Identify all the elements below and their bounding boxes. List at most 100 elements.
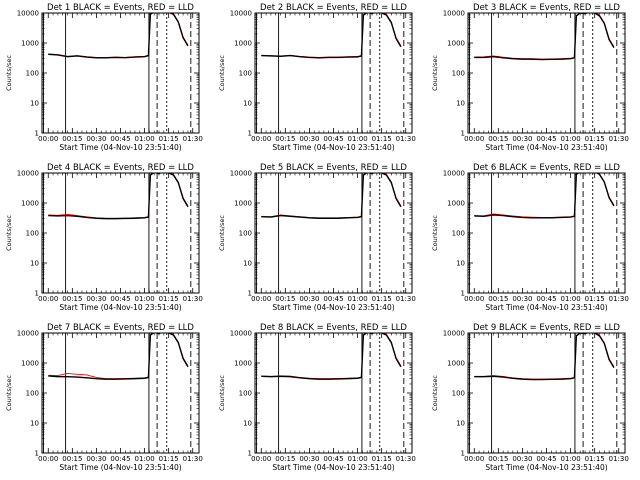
x-tick-label: 01:30 [396, 295, 416, 303]
x-tick-label: 01:00 [347, 455, 367, 463]
y-axis-label: Counts/sec [5, 55, 13, 91]
x-tick-label: 00:30 [299, 135, 319, 143]
x-tick-label: 00:30 [512, 455, 532, 463]
x-tick-label: 00:30 [86, 455, 106, 463]
x-tick-label: 01:15 [159, 455, 179, 463]
y-tick-label: 1000 [234, 360, 252, 368]
panel-title: Det 8 BLACK = Events, RED = LLD [260, 323, 407, 333]
x-tick-label: 01:15 [585, 455, 605, 463]
plot-area [42, 13, 192, 133]
x-tick-label: 01:00 [134, 135, 154, 143]
plot-frame [467, 172, 626, 294]
plot-frame [41, 332, 200, 454]
detector-panel-6: Det 6 BLACK = Events, RED = LLD Counts/se… [431, 163, 629, 312]
plot-area [255, 173, 405, 293]
x-tick-label: 01:15 [585, 135, 605, 143]
x-tick-label: 00:15 [62, 295, 82, 303]
x-tick-label: 00:45 [323, 455, 343, 463]
plot-frame [254, 332, 413, 454]
plot-area [468, 173, 618, 293]
events-series-line [261, 173, 402, 219]
x-tick-label: 01:30 [396, 135, 416, 143]
plot-area [468, 13, 618, 133]
y-tick-label: 10000 [230, 10, 252, 18]
x-tick-label: 00:30 [512, 295, 532, 303]
x-tick-label: 00:15 [62, 455, 82, 463]
x-axis-label: Start Time (04-Nov-10 23:51:40) [272, 463, 394, 472]
y-tick-label: 1000 [234, 40, 252, 48]
x-tick-label: 00:15 [275, 135, 295, 143]
x-tick-label: 00:15 [488, 295, 508, 303]
y-axis-label: Counts/sec [5, 215, 13, 251]
x-tick-label: 00:30 [299, 295, 319, 303]
x-tick-label: 01:30 [183, 455, 203, 463]
panel-title: Det 2 BLACK = Events, RED = LLD [260, 3, 407, 13]
x-tick-label: 00:15 [488, 455, 508, 463]
detector-panel-2: Det 2 BLACK = Events, RED = LLD Counts/se… [218, 3, 416, 152]
x-tick-label: 00:15 [275, 455, 295, 463]
y-tick-label: 100 [239, 390, 252, 398]
y-tick-label: 1 [248, 290, 252, 298]
x-tick-label: 00:00 [464, 455, 484, 463]
x-tick-label: 01:00 [560, 455, 580, 463]
y-tick-label: 1 [461, 130, 465, 138]
y-tick-label: 1000 [21, 200, 39, 208]
plot-frame [41, 12, 200, 134]
x-axis-label: Start Time (04-Nov-10 23:51:40) [272, 143, 394, 152]
x-tick-label: 01:00 [134, 455, 154, 463]
x-tick-label: 00:00 [38, 295, 58, 303]
x-tick-label: 01:30 [609, 455, 629, 463]
x-tick-label: 00:30 [86, 135, 106, 143]
y-tick-label: 10 [243, 420, 252, 428]
panel-title: Det 6 BLACK = Events, RED = LLD [473, 163, 620, 173]
y-axis-label: Counts/sec [218, 375, 226, 411]
y-tick-label: 1000 [447, 40, 465, 48]
y-tick-label: 1000 [234, 200, 252, 208]
x-tick-label: 01:00 [560, 135, 580, 143]
y-tick-label: 10000 [17, 170, 39, 178]
y-tick-label: 1 [35, 290, 39, 298]
x-tick-label: 00:15 [488, 135, 508, 143]
y-tick-label: 10 [243, 100, 252, 108]
events-series-line [48, 13, 189, 59]
x-tick-label: 01:30 [609, 295, 629, 303]
panel-title: Det 4 BLACK = Events, RED = LLD [47, 163, 194, 173]
panel-title: Det 5 BLACK = Events, RED = LLD [260, 163, 407, 173]
events-series-line [48, 333, 189, 380]
x-tick-label: 00:45 [536, 455, 556, 463]
x-tick-label: 01:15 [372, 455, 392, 463]
x-tick-label: 00:30 [299, 455, 319, 463]
y-tick-label: 100 [26, 390, 39, 398]
x-tick-label: 00:45 [110, 455, 130, 463]
x-tick-label: 01:15 [585, 295, 605, 303]
y-tick-label: 1000 [447, 360, 465, 368]
panel-title: Det 9 BLACK = Events, RED = LLD [473, 323, 620, 333]
x-tick-label: 01:15 [372, 295, 392, 303]
y-tick-label: 1 [248, 130, 252, 138]
plot-area [468, 333, 618, 453]
x-tick-label: 00:30 [512, 135, 532, 143]
events-series-line [261, 13, 402, 59]
detector-panel-9: Det 9 BLACK = Events, RED = LLD Counts/se… [431, 323, 629, 472]
x-tick-label: 00:30 [86, 295, 106, 303]
plot-area [42, 173, 192, 293]
y-axis-label: Counts/sec [431, 215, 439, 251]
y-tick-label: 1 [461, 290, 465, 298]
x-tick-label: 01:00 [347, 295, 367, 303]
y-axis-label: Counts/sec [218, 55, 226, 91]
detector-panel-1: Det 1 BLACK = Events, RED = LLD Counts/se… [5, 3, 203, 152]
y-tick-label: 100 [452, 70, 465, 78]
events-series-line [474, 333, 615, 381]
x-axis-label: Start Time (04-Nov-10 23:51:40) [59, 463, 181, 472]
detector-panel-5: Det 5 BLACK = Events, RED = LLD Counts/se… [218, 163, 416, 312]
y-axis-label: Counts/sec [431, 55, 439, 91]
y-axis-label: Counts/sec [5, 375, 13, 411]
x-tick-label: 00:45 [323, 135, 343, 143]
events-series-line [261, 333, 402, 380]
plot-area [42, 333, 192, 453]
panel-title: Det 7 BLACK = Events, RED = LLD [47, 323, 194, 333]
panel-title: Det 1 BLACK = Events, RED = LLD [47, 3, 194, 13]
x-tick-label: 00:15 [275, 295, 295, 303]
y-tick-label: 10 [456, 420, 465, 428]
detector-panel-8: Det 8 BLACK = Events, RED = LLD Counts/se… [218, 323, 416, 472]
